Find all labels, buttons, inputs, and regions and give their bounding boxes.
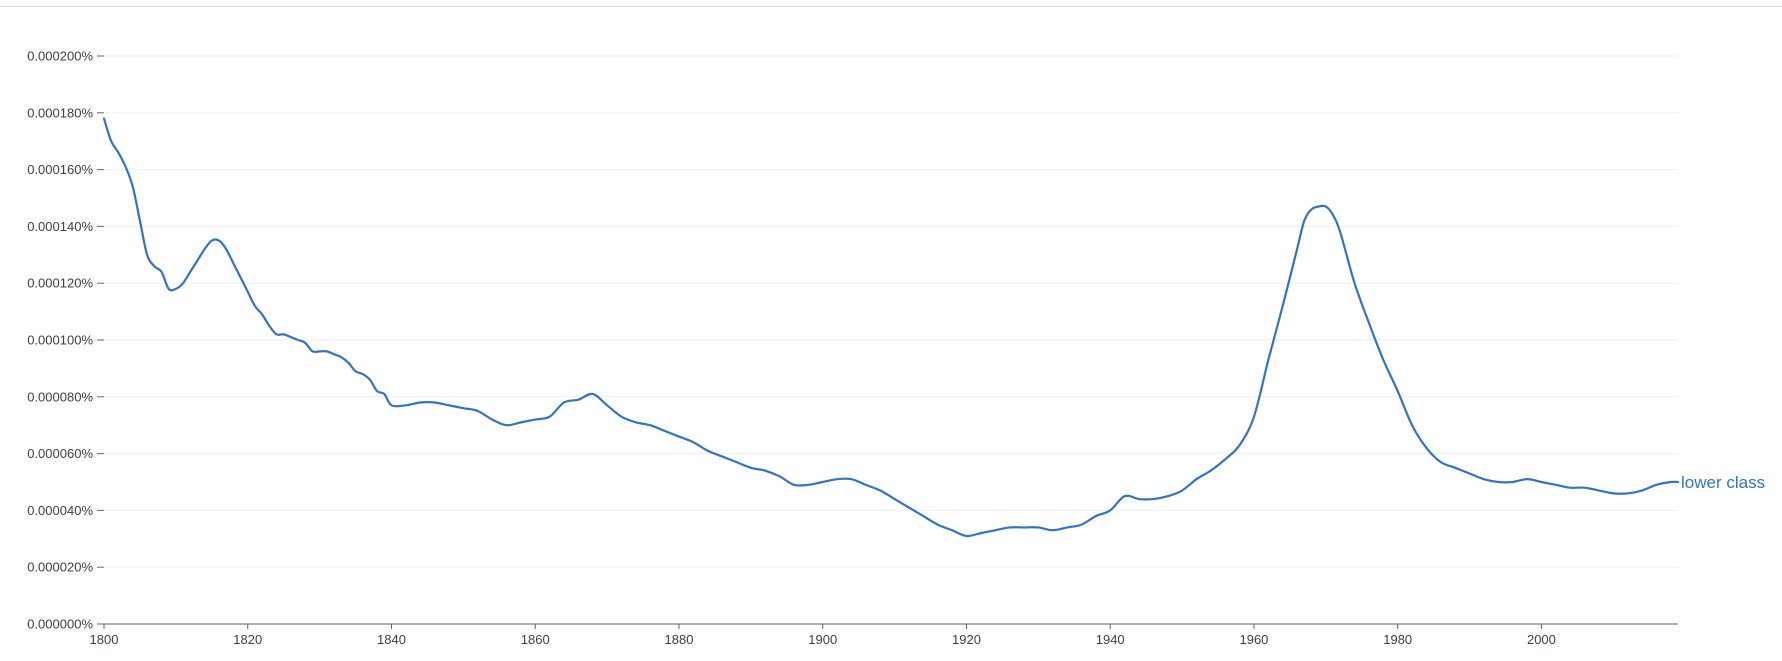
series-line[interactable] — [102, 117, 1680, 538]
x-tick-label: 1860 — [521, 632, 550, 647]
y-tick-label: 0.000140% — [27, 219, 93, 234]
y-tick-label: 0.000160% — [27, 162, 93, 177]
x-tick-label: 1800 — [90, 632, 119, 647]
x-axis: 1800 1820 1840 1860 1880 1900 1920 1940 1960 1980… — [90, 623, 1678, 647]
y-tick-label: 0.000200% — [27, 49, 93, 64]
y-tick-label: 0.000120% — [27, 276, 93, 291]
y-tick-label: 0.000100% — [27, 333, 93, 348]
series-layer: lower class — [102, 117, 1765, 538]
series-label[interactable]: lower class — [1681, 473, 1765, 492]
x-tick-label: 1980 — [1383, 632, 1412, 647]
x-tick-label: 1840 — [377, 632, 406, 647]
y-axis: 0.000000% 0.000020% 0.000040% 0.000060% 0.00… — [27, 49, 104, 632]
x-tick-label: 1880 — [665, 632, 694, 647]
y-tick-label: 0.000020% — [27, 560, 93, 575]
top-divider — [0, 6, 1782, 7]
y-tick-label: 0.000180% — [27, 105, 93, 120]
y-tick-label: 0.000000% — [27, 617, 93, 632]
x-tick-label: 1940 — [1096, 632, 1125, 647]
y-tick-label: 0.000040% — [27, 503, 93, 518]
x-tick-label: 1900 — [808, 632, 837, 647]
x-tick-label: 1820 — [233, 632, 262, 647]
x-tick-label: 1920 — [952, 632, 981, 647]
grid-lines — [104, 55, 1678, 568]
x-tick-label: 2000 — [1527, 632, 1556, 647]
x-tick-label: 1960 — [1239, 632, 1268, 647]
y-tick-label: 0.000060% — [27, 446, 93, 461]
y-tick-label: 0.000080% — [27, 389, 93, 404]
